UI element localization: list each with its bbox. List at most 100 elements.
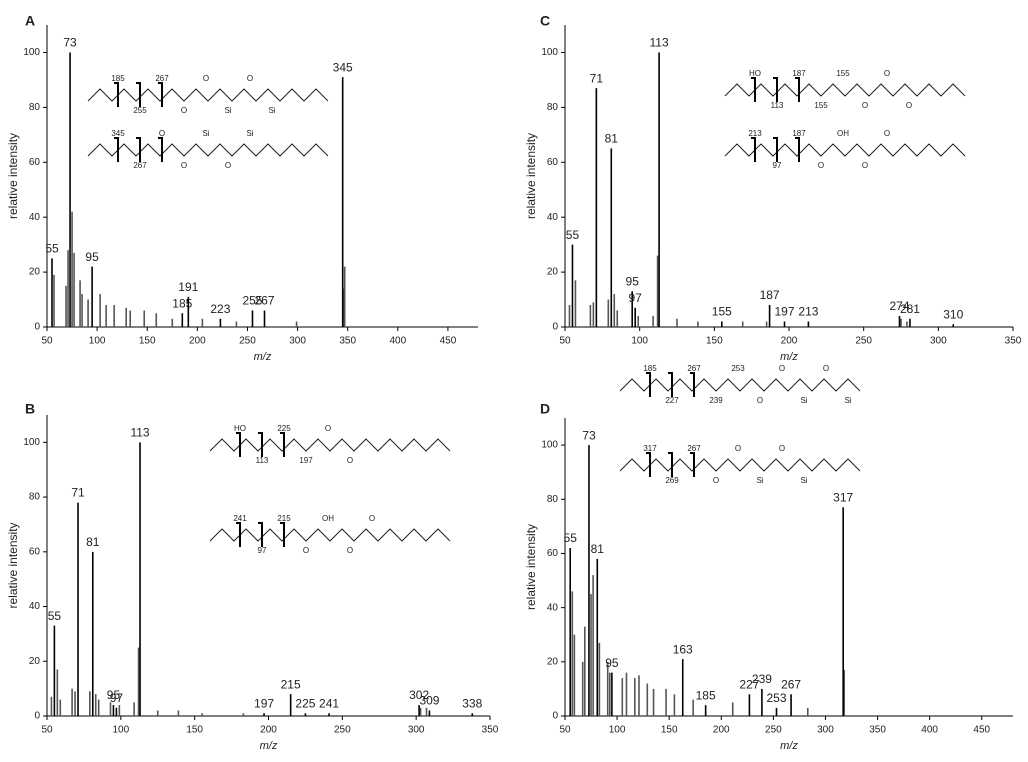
structure-label: O <box>369 514 375 523</box>
x-axis-label: m/z <box>780 740 798 752</box>
structure-label: O <box>884 129 890 138</box>
y-tick-label: 0 <box>34 322 40 333</box>
structure-chain <box>87 143 329 157</box>
peak-label: 71 <box>71 486 85 500</box>
structure-label: O <box>818 161 824 170</box>
structure-chain <box>209 438 451 452</box>
peak-label: 239 <box>752 672 772 686</box>
x-tick-label: 350 <box>339 336 356 347</box>
structure-label: O <box>225 161 231 170</box>
y-axis-label: relative intensity <box>6 522 20 608</box>
structure-label: O <box>181 106 187 115</box>
cleavage-mark <box>646 372 651 397</box>
cleavage-mark <box>690 452 695 477</box>
structure-label: O <box>823 364 829 373</box>
panel-letter: C <box>540 13 550 29</box>
structure-label: 97 <box>773 161 782 170</box>
peak-label: 302 <box>409 688 429 702</box>
structure-label: 239 <box>709 396 723 405</box>
cleavage-mark <box>690 372 695 397</box>
x-tick-label: 450 <box>440 336 457 347</box>
structure-label: Si <box>756 476 763 485</box>
y-tick-label: 80 <box>547 102 559 113</box>
structure-label: 253 <box>731 364 745 373</box>
cleavage-mark <box>114 82 119 107</box>
structure-label: O <box>325 424 331 433</box>
structure-label: O <box>181 161 187 170</box>
peak-label: 185 <box>696 688 716 702</box>
y-tick-label: 60 <box>547 548 559 559</box>
structure-label: 225 <box>277 424 291 433</box>
y-tick-label: 0 <box>552 322 558 333</box>
structure-label: 267 <box>687 444 701 453</box>
structure-label: 255 <box>133 106 147 115</box>
cleavage-mark <box>280 432 285 457</box>
peak-label: 81 <box>605 132 619 146</box>
cleavage-mark <box>795 77 800 102</box>
x-tick-label: 150 <box>186 725 203 736</box>
structure-label: O <box>906 101 912 110</box>
panel-letter: B <box>25 401 35 417</box>
structure-label: 215 <box>277 514 291 523</box>
peak-label: 155 <box>712 305 732 319</box>
peak-label: 223 <box>210 302 230 316</box>
structure-label: 113 <box>771 101 784 110</box>
x-tick-label: 150 <box>706 336 723 347</box>
y-tick-label: 40 <box>29 212 41 223</box>
cleavage-mark <box>751 77 756 102</box>
peak-label: 97 <box>629 291 643 305</box>
x-tick-label: 200 <box>260 725 277 736</box>
structure-label: O <box>757 396 763 405</box>
y-axis-label: relative intensity <box>524 133 538 219</box>
x-tick-label: 100 <box>112 725 129 736</box>
y-tick-label: 0 <box>34 711 40 722</box>
peak-label: 227 <box>739 677 759 691</box>
y-tick-label: 20 <box>29 656 41 667</box>
peak-label: 73 <box>63 36 77 50</box>
structure-label: Si <box>800 476 807 485</box>
structure-label: O <box>735 444 741 453</box>
peak-label: 113 <box>650 36 669 50</box>
peak-label: 81 <box>591 542 605 556</box>
structure-chain <box>87 88 329 102</box>
structure-label: 187 <box>792 69 806 78</box>
structure-label: 317 <box>643 444 657 453</box>
peak-label: 185 <box>172 296 192 310</box>
peak-label: 267 <box>781 677 801 691</box>
structure-label: Si <box>268 106 275 115</box>
x-tick-label: 150 <box>139 336 156 347</box>
structure-label: O <box>303 546 309 555</box>
structure-label: 197 <box>299 456 313 465</box>
x-tick-label: 100 <box>89 336 106 347</box>
peak-label: 338 <box>462 696 482 710</box>
peak-label: 97 <box>110 691 124 705</box>
x-tick-label: 250 <box>334 725 351 736</box>
y-tick-label: 60 <box>547 157 559 168</box>
peak-label: 225 <box>295 696 315 710</box>
peak-label: 95 <box>107 688 121 702</box>
y-tick-label: 100 <box>23 437 40 448</box>
x-tick-label: 200 <box>189 336 206 347</box>
structure-chain <box>724 83 966 97</box>
cleavage-mark <box>258 432 263 457</box>
x-tick-label: 50 <box>559 336 571 347</box>
structure-label: 113 <box>256 456 269 465</box>
structure-label: Si <box>800 396 807 405</box>
structure-label: O <box>862 161 868 170</box>
peak-label: 281 <box>900 302 920 316</box>
cleavage-mark <box>668 452 673 477</box>
structure-label: O <box>203 74 209 83</box>
x-tick-label: 200 <box>781 336 798 347</box>
y-tick-label: 40 <box>29 601 41 612</box>
x-tick-label: 50 <box>41 725 53 736</box>
y-tick-label: 20 <box>29 267 41 278</box>
x-tick-label: 250 <box>765 725 782 736</box>
peak-label: 95 <box>85 250 99 264</box>
y-tick-label: 80 <box>547 494 559 505</box>
y-tick-label: 100 <box>23 47 40 58</box>
structure-label: O <box>713 476 719 485</box>
structure-label: 155 <box>814 101 828 110</box>
x-tick-label: 250 <box>855 336 872 347</box>
panel-letter: D <box>540 401 550 417</box>
peak-label: 191 <box>178 280 198 294</box>
